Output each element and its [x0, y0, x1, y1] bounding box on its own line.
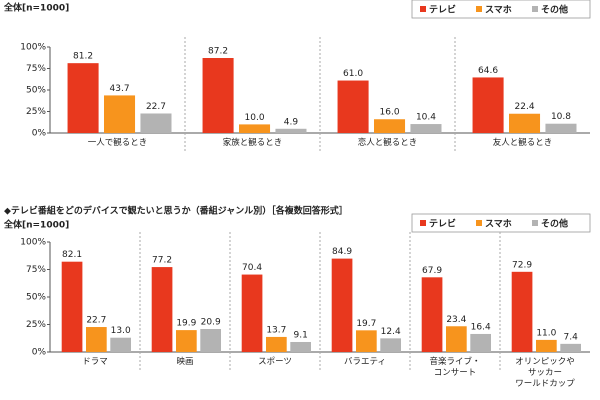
- legend-label: その他: [541, 4, 568, 16]
- legend-swatch: [532, 220, 538, 226]
- value-label: 84.9: [332, 247, 352, 257]
- y-tick-label: 0%: [32, 129, 47, 139]
- value-label: 19.7: [356, 319, 376, 329]
- y-tick-label: 0%: [32, 348, 47, 358]
- y-tick-label: 25%: [26, 107, 46, 117]
- bar: [380, 338, 401, 352]
- bar: [67, 63, 99, 133]
- bar: [202, 58, 234, 134]
- value-label: 43.7: [110, 84, 130, 94]
- bar: [410, 124, 442, 133]
- x-tick-label: オリンピックや サッカー ワールドカップ: [515, 357, 575, 389]
- bar: [239, 124, 271, 133]
- value-label: 13.7: [266, 325, 286, 335]
- bar: [61, 261, 83, 352]
- bar: [560, 343, 581, 352]
- x-tick-label: スポーツ: [258, 357, 292, 367]
- value-label: 22.7: [146, 102, 166, 112]
- bar: [356, 330, 377, 352]
- bar: [545, 123, 577, 133]
- value-label: 81.2: [73, 52, 93, 62]
- bar: [470, 333, 491, 352]
- x-tick-label: バラエティ: [344, 357, 386, 367]
- value-label: 67.9: [422, 266, 442, 276]
- value-label: 7.4: [563, 332, 578, 342]
- y-tick-label: 100%: [20, 43, 46, 53]
- y-tick-label: 50%: [26, 293, 46, 303]
- value-label: 16.4: [471, 322, 491, 332]
- value-label: 23.4: [446, 315, 466, 325]
- legend-label: スマホ: [485, 5, 512, 16]
- value-label: 4.9: [284, 117, 299, 127]
- value-label: 12.4: [381, 327, 401, 337]
- bar: [104, 95, 136, 133]
- bar: [536, 339, 557, 352]
- y-tick-label: 25%: [26, 320, 46, 330]
- x-tick-label: 映画: [176, 357, 194, 367]
- bar: [509, 113, 541, 133]
- bar: [421, 277, 443, 352]
- value-label: 77.2: [152, 256, 172, 266]
- value-label: 16.0: [380, 108, 400, 118]
- legend-label: その他: [541, 218, 568, 230]
- bar: [200, 329, 221, 352]
- value-label: 13.0: [111, 326, 131, 336]
- value-label: 10.8: [551, 112, 571, 122]
- value-label: 10.0: [245, 113, 265, 123]
- bar: [241, 274, 263, 352]
- bar: [86, 327, 107, 352]
- value-label: 22.7: [86, 316, 106, 326]
- y-tick-label: 100%: [20, 238, 46, 248]
- value-label: 20.9: [201, 318, 221, 328]
- x-tick-label: 一人で観るとき: [87, 138, 148, 148]
- chart-title: ◆テレビ番組をどのデバイスで観たいと思うか（番組ジャンル別）［各複数回答形式］: [4, 205, 348, 217]
- legend-label: テレビ: [429, 218, 456, 230]
- y-tick-label: 50%: [26, 86, 46, 96]
- bar: [151, 267, 173, 352]
- chart-subtitle: 全体[n=1000]: [3, 219, 69, 231]
- x-tick-label: 家族と観るとき: [222, 138, 283, 148]
- bar: [374, 119, 406, 133]
- y-tick-label: 75%: [26, 64, 46, 74]
- bar: [290, 341, 311, 352]
- chart-subtitle: 全体[n=1000]: [3, 2, 69, 14]
- legend-swatch: [420, 220, 426, 226]
- legend-swatch: [420, 6, 426, 12]
- value-label: 70.4: [242, 263, 262, 273]
- legend-label: テレビ: [429, 4, 456, 16]
- y-tick-label: 75%: [26, 265, 46, 275]
- x-tick-label: 恋人と観るとき: [357, 138, 418, 148]
- x-tick-label: ドラマ: [82, 357, 108, 367]
- value-label: 22.4: [515, 102, 535, 112]
- x-tick-label: 音楽ライブ・ コンサート: [429, 357, 481, 378]
- bar: [110, 337, 131, 352]
- bar: [140, 113, 172, 133]
- bar: [331, 258, 353, 352]
- x-tick-label: 友人と観るとき: [492, 138, 553, 148]
- bar: [472, 77, 504, 133]
- value-label: 10.4: [416, 113, 436, 123]
- legend-box: [411, 0, 591, 19]
- value-label: 87.2: [208, 47, 228, 57]
- value-label: 19.9: [176, 319, 196, 329]
- bar: [446, 326, 467, 352]
- value-label: 64.6: [478, 66, 498, 76]
- bar: [511, 271, 533, 352]
- value-label: 82.1: [62, 250, 82, 260]
- legend-label: スマホ: [485, 219, 512, 230]
- legend-box: [411, 213, 591, 233]
- bar: [337, 80, 369, 133]
- bar: [266, 336, 287, 352]
- legend-swatch: [476, 220, 482, 226]
- value-label: 11.0: [536, 328, 556, 338]
- legend-swatch: [476, 6, 482, 12]
- legend-swatch: [532, 6, 538, 12]
- value-label: 9.1: [293, 330, 307, 340]
- bar: [176, 330, 197, 352]
- value-label: 61.0: [343, 69, 363, 79]
- bar: [275, 128, 307, 133]
- value-label: 72.9: [512, 260, 532, 270]
